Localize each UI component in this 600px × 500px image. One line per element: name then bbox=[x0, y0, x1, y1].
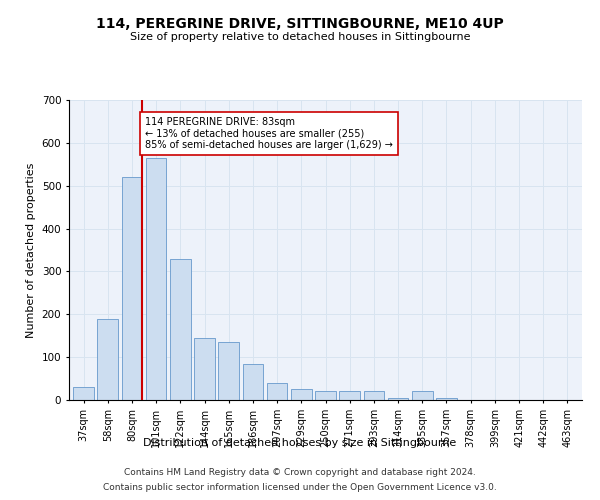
Bar bbox=[146, 158, 166, 400]
Text: Distribution of detached houses by size in Sittingbourne: Distribution of detached houses by size … bbox=[143, 438, 457, 448]
Bar bbox=[97, 318, 118, 400]
Bar bbox=[73, 387, 94, 400]
Bar bbox=[340, 392, 360, 400]
Bar bbox=[218, 342, 239, 400]
Bar bbox=[170, 258, 191, 400]
Text: Contains public sector information licensed under the Open Government Licence v3: Contains public sector information licen… bbox=[103, 483, 497, 492]
Bar bbox=[291, 390, 311, 400]
Text: Contains HM Land Registry data © Crown copyright and database right 2024.: Contains HM Land Registry data © Crown c… bbox=[124, 468, 476, 477]
Bar bbox=[315, 392, 336, 400]
Bar bbox=[194, 338, 215, 400]
Bar bbox=[267, 383, 287, 400]
Bar bbox=[412, 392, 433, 400]
Bar bbox=[242, 364, 263, 400]
Bar bbox=[364, 392, 384, 400]
Y-axis label: Number of detached properties: Number of detached properties bbox=[26, 162, 36, 338]
Text: 114 PEREGRINE DRIVE: 83sqm
← 13% of detached houses are smaller (255)
85% of sem: 114 PEREGRINE DRIVE: 83sqm ← 13% of deta… bbox=[145, 117, 393, 150]
Bar bbox=[436, 398, 457, 400]
Bar bbox=[122, 177, 142, 400]
Text: 114, PEREGRINE DRIVE, SITTINGBOURNE, ME10 4UP: 114, PEREGRINE DRIVE, SITTINGBOURNE, ME1… bbox=[96, 18, 504, 32]
Text: Size of property relative to detached houses in Sittingbourne: Size of property relative to detached ho… bbox=[130, 32, 470, 42]
Bar bbox=[388, 398, 409, 400]
